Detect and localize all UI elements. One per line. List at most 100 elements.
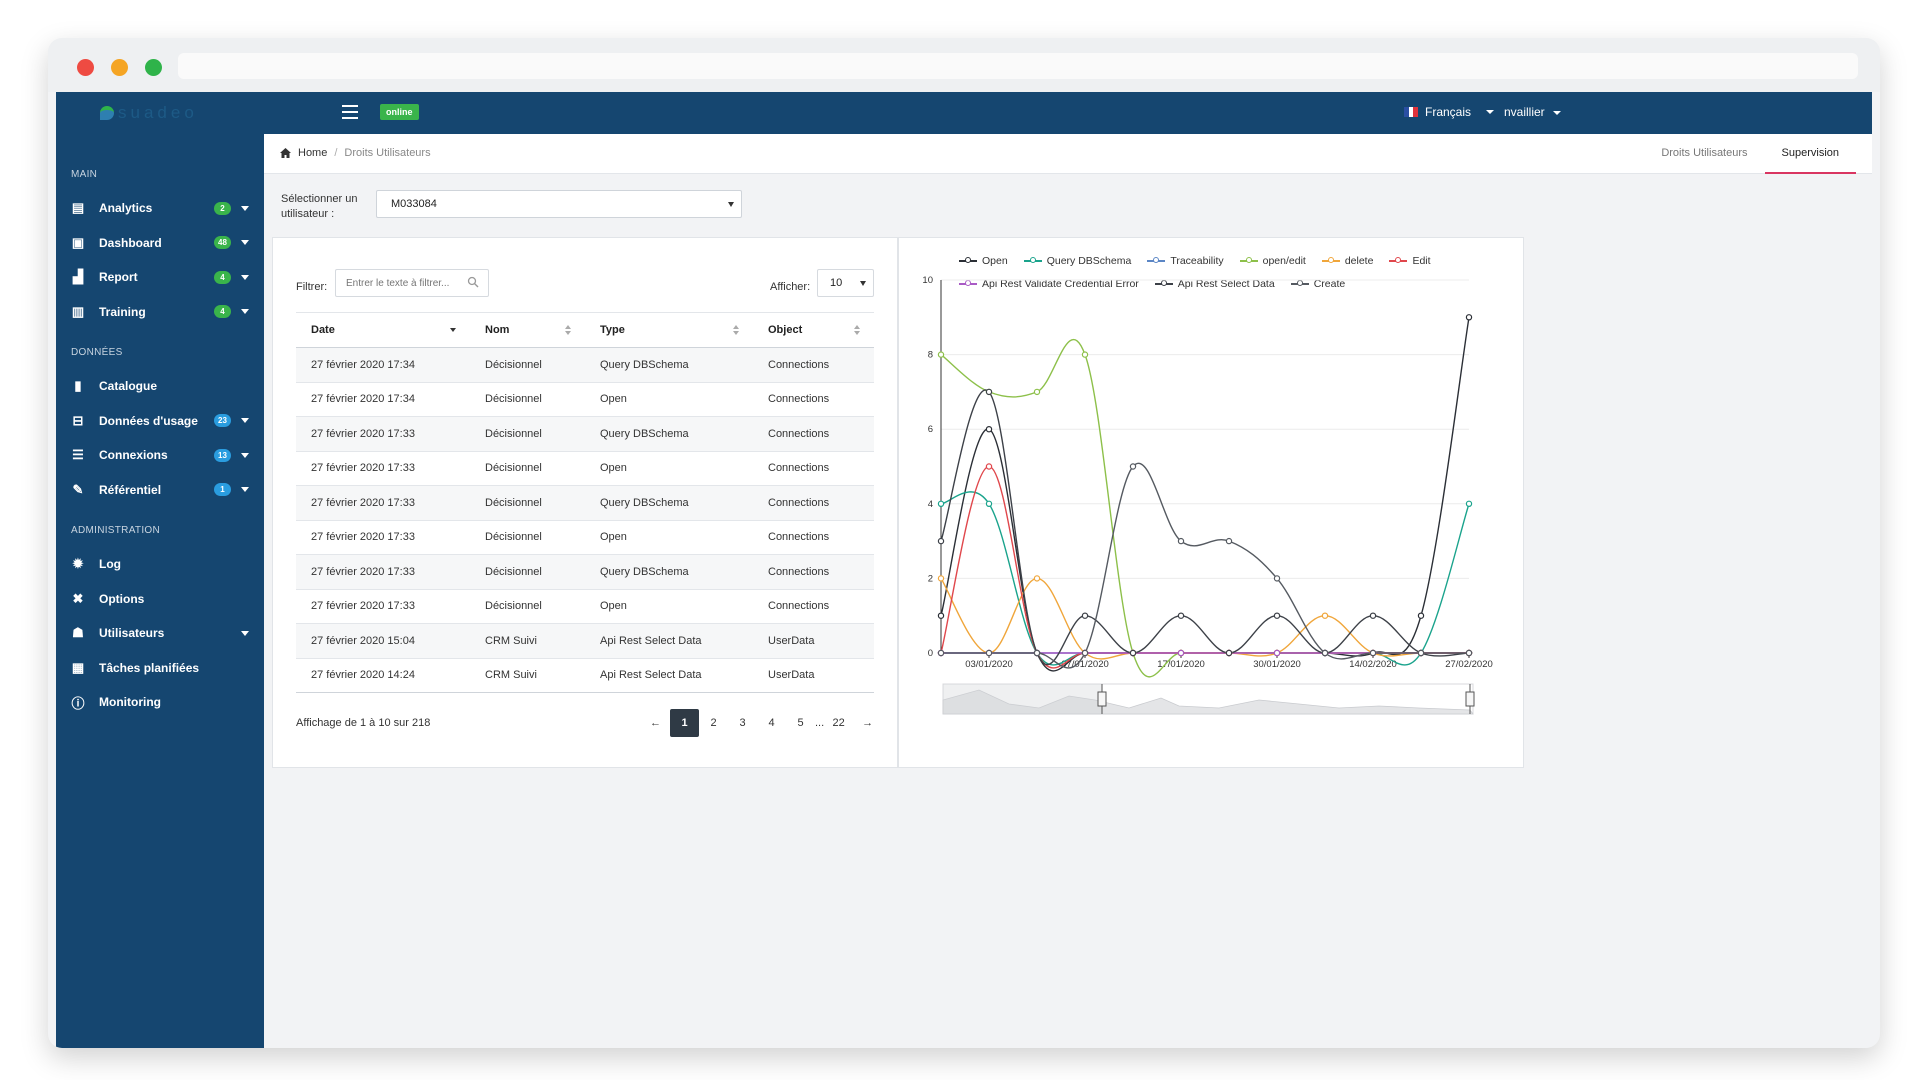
table-row[interactable]: 27 février 2020 17:33 Décisionnel Query DB… (296, 554, 874, 590)
language-selector[interactable]: Français (1404, 105, 1495, 119)
count-badge: 2 (214, 201, 231, 215)
tab-supervision[interactable]: Supervision (1764, 134, 1856, 174)
chevron-down-icon[interactable] (241, 274, 249, 280)
table-row[interactable]: 27 février 2020 17:34 Décisionnel Open Conn… (296, 382, 874, 417)
cell-object: Connections (753, 347, 874, 383)
data-point (937, 500, 945, 507)
page-button[interactable]: 2 (710, 717, 717, 729)
table-row[interactable]: 27 février 2020 17:33 Décisionnel Open Conn… (296, 589, 874, 624)
sort-icon (565, 325, 571, 335)
cell-type: Open (585, 520, 753, 555)
breadcrumb-home[interactable]: Home (298, 147, 328, 159)
chevron-down-icon[interactable] (241, 630, 249, 636)
top-navbar: suadeo online Français nvaillier (56, 92, 1872, 134)
page-button[interactable]: 1 (670, 709, 699, 737)
cell-nom: Décisionnel (470, 589, 585, 624)
main-content: Home / Droits Utilisateurs Droits Utilis… (264, 134, 1872, 1048)
cell-date: 27 février 2020 17:33 (296, 554, 470, 590)
chevron-down-icon[interactable] (241, 309, 249, 314)
sidebar-item-label: Options (99, 591, 145, 606)
cell-type: Open (585, 451, 753, 486)
sidebar-item-label: Monitoring (99, 695, 161, 709)
count-badge: 4 (214, 270, 231, 284)
close-window-button[interactable] (77, 59, 94, 76)
french-flag-icon (1404, 107, 1419, 117)
sidebar-item-options[interactable]: ✖ Options (71, 589, 251, 609)
cell-date: 27 février 2020 17:33 (296, 485, 470, 521)
sidebar-item-utilisateurs[interactable]: ☗ Utilisateurs (71, 623, 251, 643)
sidebar-section-title: DONNÉES (71, 347, 123, 358)
page-button[interactable]: 5 (797, 717, 804, 729)
navigator-area (942, 689, 1474, 715)
cell-object: Connections (753, 416, 874, 452)
menu-toggle-icon[interactable] (342, 105, 358, 119)
x-tick-label: 14/02/2020 (1349, 659, 1397, 670)
page-button[interactable]: 4 (768, 717, 775, 729)
legend-label: Traceability (1170, 255, 1224, 267)
table-row[interactable]: 27 février 2020 17:33 Décisionnel Open Conn… (296, 451, 874, 486)
table-row[interactable]: 27 février 2020 17:33 Décisionnel Open Conn… (296, 520, 874, 555)
sidebar-item-analytics[interactable]: ▤ Analytics 2 (71, 198, 251, 218)
chevron-down-icon[interactable] (241, 487, 249, 492)
page-button[interactable]: 3 (739, 717, 746, 729)
pagination-ellipsis: ... (815, 717, 825, 729)
column-header-type[interactable]: Type (585, 312, 753, 348)
book-icon: ▮ (74, 378, 82, 393)
user-menu[interactable]: nvaillier (1504, 105, 1561, 119)
cell-object: Connections (753, 589, 874, 624)
filter-label: Filtrer: (296, 281, 328, 293)
filter-input[interactable] (335, 269, 489, 297)
cell-nom: Décisionnel (470, 485, 585, 521)
sidebar-item-report[interactable]: ▟ Report 4 (71, 267, 251, 287)
cell-type: Open (585, 589, 753, 624)
tab-droits-utilisateurs[interactable]: Droits Utilisateurs (1661, 147, 1748, 159)
data-point (937, 351, 945, 358)
legend-item[interactable]: Open (959, 255, 1008, 267)
chevron-down-icon[interactable] (241, 418, 249, 423)
chevron-down-icon[interactable] (241, 240, 249, 245)
sidebar-item-connexions[interactable]: ☰ Connexions 13 (71, 445, 251, 465)
data-point (1465, 500, 1473, 507)
table-row[interactable]: 27 février 2020 17:33 Décisionnel Query DB… (296, 416, 874, 452)
minimize-window-button[interactable] (111, 59, 128, 76)
calendar-icon: ▦ (71, 659, 85, 675)
maximize-window-button[interactable] (145, 59, 162, 76)
column-header-nom[interactable]: Nom (470, 312, 585, 348)
next-page-button[interactable]: → (862, 717, 874, 729)
sidebar-item-r-f-rentiel[interactable]: ✎ Référentiel 1 (71, 480, 251, 500)
table-row[interactable]: 27 février 2020 14:24 CRM Suivi Api Rest S… (296, 658, 874, 693)
legend-item[interactable]: open/edit (1239, 255, 1306, 267)
brand-logo[interactable]: suadeo (100, 103, 198, 123)
table-row[interactable]: 27 février 2020 17:33 Décisionnel Query DB… (296, 485, 874, 521)
chevron-down-icon[interactable] (241, 205, 249, 211)
sidebar-item-log[interactable]: ✹ Log (71, 554, 251, 574)
sidebar-item-label: Tâches planifiées (99, 660, 200, 675)
sidebar-item-catalogue[interactable]: ▮ Catalogue (71, 376, 251, 396)
legend-item[interactable]: Edit (1389, 255, 1431, 267)
y-tick-label: 2 (928, 573, 933, 584)
column-header-object[interactable]: Object (753, 312, 874, 348)
user-select[interactable]: M033084 (376, 190, 742, 218)
legend-label: Open (982, 255, 1008, 267)
sidebar-item-training[interactable]: ▥ Training 4 (71, 302, 251, 322)
logo-icon (100, 106, 114, 120)
data-point (985, 425, 993, 433)
legend-item[interactable]: Query DBSchema (1023, 255, 1131, 267)
column-header-date[interactable]: Date (296, 312, 470, 348)
chevron-down-icon[interactable] (241, 452, 249, 458)
data-point (1417, 612, 1425, 619)
data-point (1129, 463, 1137, 470)
sidebar-item-dashboard[interactable]: ▣ Dashboard 48 (71, 233, 251, 253)
sidebar-item-donn-es-d-usage[interactable]: ⊟ Données d'usage 23 (71, 411, 251, 431)
page-tabs: Droits Utilisateurs Supervision (1644, 134, 1856, 174)
table-row[interactable]: 27 février 2020 15:04 CRM Suivi Api Rest S… (296, 623, 874, 659)
prev-page-button[interactable]: ← (650, 717, 661, 729)
sidebar-item-t-ches-planifi-es[interactable]: ▦ Tâches planifiées (71, 658, 251, 678)
table-row[interactable]: 27 février 2020 17:34 Décisionnel Query DB… (296, 347, 874, 383)
sidebar-item-monitoring[interactable]: ⓘ Monitoring (71, 692, 251, 712)
page-button[interactable]: 22 (832, 717, 845, 729)
legend-item[interactable]: delete (1321, 255, 1373, 267)
address-bar[interactable] (178, 53, 1858, 79)
page-size-select[interactable]: 10 (817, 269, 874, 297)
legend-item[interactable]: Traceability (1147, 255, 1224, 267)
